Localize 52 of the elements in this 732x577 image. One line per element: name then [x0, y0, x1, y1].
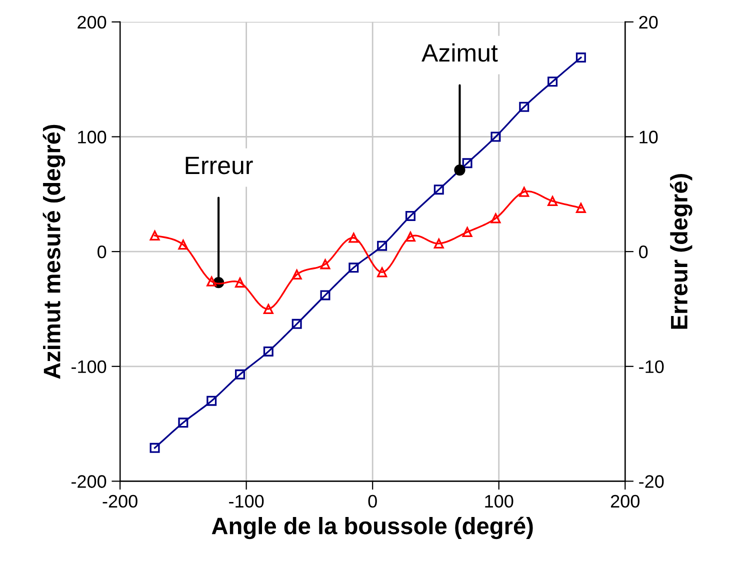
point: [292, 270, 302, 280]
y2-tick-label: 10: [640, 130, 658, 144]
point: [548, 196, 558, 206]
point: [434, 184, 444, 195]
point: [576, 202, 586, 213]
point: [377, 240, 388, 251]
point: [462, 227, 472, 238]
point: [320, 259, 330, 270]
y-tick-label: 200: [78, 16, 106, 29]
point: [348, 232, 359, 243]
point: [235, 369, 246, 380]
point: [519, 186, 530, 197]
y2-tick-label: -20: [639, 475, 664, 488]
x-tick-label: 200: [610, 494, 640, 508]
point: [178, 240, 188, 250]
point: [150, 230, 160, 240]
y-axis-title: Azimut mesuré (degré): [42, 124, 66, 379]
point: [519, 102, 530, 112]
point: [462, 158, 472, 168]
y2-tick-label: 20: [639, 16, 658, 29]
point: [178, 418, 188, 428]
x-tick-label: 0: [368, 494, 377, 508]
point: [405, 210, 416, 221]
y-tick-label: -200: [72, 475, 106, 488]
x-tick-label: -100: [229, 494, 264, 508]
y-tick-label: -100: [72, 360, 106, 374]
point: [150, 442, 160, 453]
point: [348, 262, 359, 273]
point: [263, 346, 274, 356]
y-tick-label: 0: [98, 246, 106, 258]
x-tick-label: 100: [485, 494, 514, 508]
y-tick-label: 100: [78, 130, 106, 144]
point: [490, 132, 501, 142]
point: [490, 213, 501, 224]
annotation: Erreur: [186, 156, 253, 174]
point: [377, 267, 388, 278]
y2-tick-label: -10: [639, 360, 664, 374]
y2-tick-label: 0: [639, 246, 648, 258]
point: [434, 238, 444, 249]
point: [320, 290, 330, 300]
point: [206, 396, 217, 406]
point: [292, 318, 302, 329]
point: [405, 232, 416, 242]
point: [548, 76, 558, 87]
point: [576, 52, 586, 63]
y2-axis-title: Erreur (degré): [670, 174, 692, 329]
point: [206, 276, 217, 286]
point: [235, 278, 246, 288]
point: [263, 304, 274, 314]
x-tick-label: -200: [102, 494, 138, 508]
annotation: Azimut: [422, 43, 498, 62]
x-axis-title: Angle de la boussole (degré): [212, 516, 533, 540]
